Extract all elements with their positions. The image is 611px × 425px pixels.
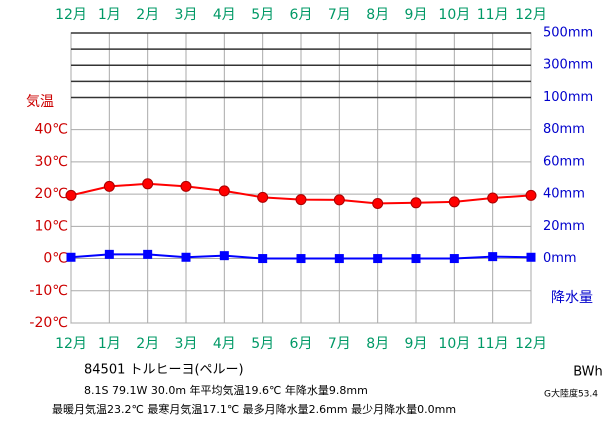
marker [104,249,114,259]
y2-tick-label: 60mm [543,154,585,169]
marker [373,254,383,264]
x-tick-label: 3月 [175,7,198,23]
marker [181,252,191,262]
y-axis-label: 気温 [26,94,54,110]
marker [410,197,422,209]
marker [66,252,76,262]
marker [334,254,344,264]
y-tick-label: -20℃ [29,315,68,331]
x-tick-label: 5月 [251,336,274,352]
y-tick-label: -10℃ [29,283,68,299]
y-tick-label: 20℃ [34,186,68,202]
x-tick-label: 3月 [175,336,198,352]
marker [333,194,345,206]
marker [449,254,459,264]
x-tick-label: 1月 [98,7,121,23]
marker [142,178,154,190]
info-line: 最暖月気温23.2℃ 最寒月気温17.1℃ 最多月降水量2.6mm 最少月降水量… [52,402,456,416]
x-tick-label: 10月 [438,336,470,352]
marker [218,185,230,197]
x-tick-label: 12月 [55,336,87,352]
marker [103,180,115,192]
x-tick-label: 1月 [98,336,121,352]
x-tick-label: 5月 [251,7,274,23]
y-tick-label: 40℃ [34,122,68,138]
x-tick-label: 8月 [366,336,389,352]
marker [219,251,229,261]
marker [143,249,153,259]
x-tick-label: 11月 [477,7,509,23]
marker [372,197,384,209]
marker [180,180,192,192]
marker [258,254,268,264]
x-tick-label: 4月 [213,336,236,352]
x-tick-label: 9月 [405,7,428,23]
marker [295,194,307,206]
info-line: 8.1S 79.1W 30.0m 年平均気温19.6℃ 年降水量9.8mm [84,383,368,397]
marker [296,254,306,264]
y2-tick-label: 40mm [543,187,585,202]
y-tick-label: 0℃ [43,251,68,267]
x-tick-label: 8月 [366,7,389,23]
x-tick-label: 7月 [328,7,351,23]
x-tick-label: 11月 [477,336,509,352]
x-tick-label: 4月 [213,7,236,23]
x-tick-label: 12月 [515,336,547,352]
continentality: G大陸度53.4 [544,388,598,400]
y2-tick-label: 80mm [543,122,585,137]
y2-tick-label: 300mm [543,58,593,73]
station: 84501 トルヒーヨ(ペルー) [84,363,244,378]
x-tick-label: 9月 [405,336,428,352]
marker [525,189,537,201]
climate-class: BWh [573,365,603,380]
marker [526,252,536,262]
x-tick-label: 2月 [136,7,159,23]
x-tick-label: 10月 [438,7,470,23]
x-tick-label: 12月 [515,7,547,23]
x-tick-label: 6月 [290,7,313,23]
x-tick-label: 12月 [55,7,87,23]
marker [257,191,269,203]
marker [488,252,498,262]
y-tick-label: 30℃ [34,154,68,170]
marker [487,192,499,204]
marker [411,254,421,264]
x-tick-label: 7月 [328,336,351,352]
marker [448,196,460,208]
x-tick-label: 2月 [136,336,159,352]
y2-tick-label: 500mm [543,26,593,41]
y-tick-label: 10℃ [34,218,68,234]
marker [65,189,77,201]
y2-tick-label: 20mm [543,219,585,234]
y2-tick-label: 0mm [543,251,577,266]
y2-axis-label: 降水量 [551,290,593,306]
x-tick-label: 6月 [290,336,313,352]
y2-tick-label: 100mm [543,90,593,105]
